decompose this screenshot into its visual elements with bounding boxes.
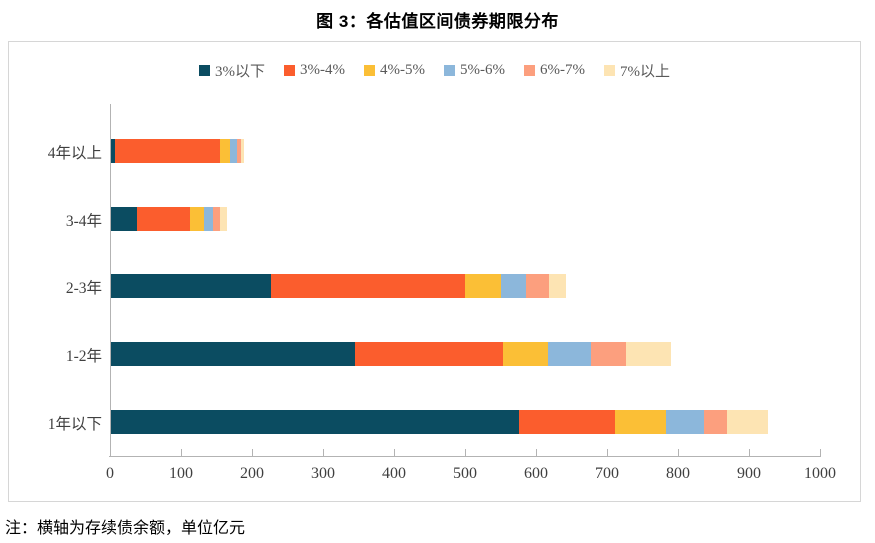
x-axis-tick: [607, 449, 608, 456]
bar-segment: [111, 206, 137, 231]
x-axis-tick: [749, 449, 750, 456]
bar-segment: [136, 206, 190, 231]
x-axis-tick: [394, 449, 395, 456]
x-axis-tick: [181, 449, 182, 456]
legend-swatch-icon: [364, 65, 375, 76]
x-axis-tick: [465, 449, 466, 456]
x-axis-tick-label: 900: [737, 465, 761, 482]
legend-item: 6%-7%: [524, 62, 585, 79]
legend-item: 7%以上: [604, 60, 670, 81]
bar-segment: [111, 410, 519, 434]
bar-segment: [549, 274, 567, 299]
bar-segment: [219, 206, 227, 231]
legend-label: 4%-5%: [380, 62, 425, 78]
bar-segment: [666, 410, 704, 434]
y-axis-category-label: 1-2年: [65, 348, 102, 366]
legend-item: 5%-6%: [444, 62, 505, 79]
bar-segment: [501, 274, 527, 299]
x-axis-tick-label: 500: [453, 465, 477, 482]
bar-segment: [502, 342, 548, 367]
legend-item: 4%-5%: [364, 62, 425, 79]
legend-swatch-icon: [284, 65, 295, 76]
legend-label: 3%-4%: [300, 62, 345, 78]
x-axis-tick-label: 600: [524, 465, 548, 482]
x-axis-tick-label: 300: [311, 465, 335, 482]
x-axis-tick: [323, 449, 324, 456]
legend-label: 5%-6%: [460, 62, 505, 78]
legend-swatch-icon: [199, 65, 210, 76]
chart-note: 注：横轴为存续债余额，单位亿元: [5, 520, 246, 537]
y-axis-category-label: 4年以上: [47, 144, 102, 162]
bar-row: [111, 274, 567, 299]
legend-swatch-icon: [444, 65, 455, 76]
bar-row: [111, 138, 244, 163]
x-axis-tick: [110, 449, 111, 456]
legend: 3%以下 3%-4% 4%-5% 5%-6% 6%-7% 7%以上: [9, 60, 860, 81]
legend-label: 3%以下: [215, 64, 265, 80]
legend-swatch-icon: [524, 65, 535, 76]
y-axis-category-label: 2-3年: [65, 280, 102, 298]
bar-segment: [526, 274, 550, 299]
x-axis-tick: [678, 449, 679, 456]
y-axis-category-label: 1年以下: [47, 416, 102, 433]
y-axis-category-label: 3-4年: [65, 212, 102, 230]
bar-segment: [626, 342, 672, 367]
bar-segment: [230, 138, 237, 163]
bar-segment: [203, 206, 213, 231]
bar-segment: [270, 274, 466, 299]
bar-segment: [189, 206, 204, 231]
x-axis-tick: [536, 449, 537, 456]
bar-segment: [111, 274, 271, 299]
bar-segment: [518, 410, 616, 434]
bar-segment: [240, 138, 244, 163]
x-axis-tick-label: 1000: [804, 465, 836, 482]
bar-segment: [212, 206, 220, 231]
legend-item: 3%-4%: [284, 62, 345, 79]
bar-segment: [726, 410, 768, 434]
bar-segment: [219, 138, 231, 163]
bar-segment: [111, 138, 115, 163]
bar-segment: [590, 342, 627, 367]
x-axis-tick-label: 200: [240, 465, 264, 482]
legend-item: 3%以下: [199, 60, 265, 81]
bar-segment: [355, 342, 503, 367]
bar-segment: [547, 342, 591, 367]
x-axis-tick-label: 800: [666, 465, 690, 482]
bar-segment: [114, 138, 220, 163]
legend-swatch-icon: [604, 65, 615, 76]
bar-segment: [615, 410, 667, 434]
x-axis-tick-label: 400: [382, 465, 406, 482]
x-axis-tick: [252, 449, 253, 456]
x-axis-tick: [820, 449, 821, 456]
bar-segment: [465, 274, 502, 299]
chart-title: 图 3：各估值区间债券期限分布: [316, 12, 559, 31]
bar-row: [111, 410, 768, 434]
legend-label: 6%-7%: [540, 62, 585, 78]
y-axis-line: [110, 104, 111, 456]
bar-segment: [111, 342, 356, 367]
legend-label: 7%以上: [620, 64, 670, 80]
bar-segment: [703, 410, 727, 434]
bar-segment: [236, 138, 241, 163]
x-axis-tick-label: 0: [106, 465, 114, 482]
x-axis-tick-label: 700: [595, 465, 619, 482]
x-axis-line: [109, 456, 821, 457]
bar-row: [111, 206, 227, 231]
x-axis-tick-label: 100: [169, 465, 193, 482]
bar-row: [111, 342, 672, 367]
